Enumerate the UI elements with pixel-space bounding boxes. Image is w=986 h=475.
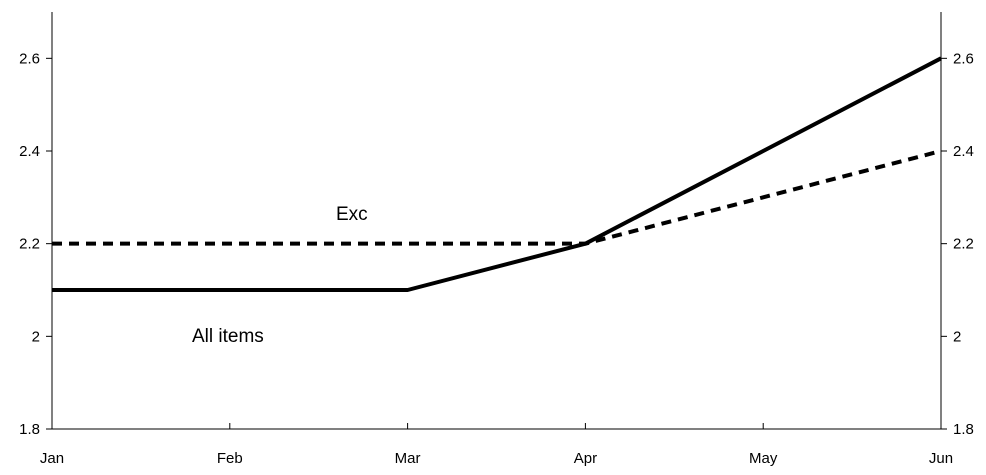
right-y-tick-label: 2.2: [953, 236, 974, 253]
right-y-tick-label: 2: [953, 328, 961, 345]
labels-layer: All items Exc: [192, 204, 368, 347]
x-tick-label: Jan: [40, 450, 64, 467]
axes-layer: [51, 12, 942, 430]
ticks-layer: 1.8 1.8 2 2 2.2 2.2 2.4 2.4 2.6 2.6 Jan Feb Mar Apr Ma…: [19, 50, 974, 467]
x-tick-label: Mar: [395, 450, 421, 467]
x-tick-label: Feb: [217, 450, 243, 467]
left-y-tick-label: 2.4: [19, 143, 40, 160]
series-label-all-items: All items: [192, 326, 264, 347]
series-label-exc: Exc: [336, 204, 368, 225]
left-y-tick-label: 1.8: [19, 421, 40, 438]
right-y-tick-label: 1.8: [953, 421, 974, 438]
right-y-tick-label: 2.4: [953, 143, 974, 160]
left-y-tick-label: 2.6: [19, 50, 40, 67]
left-y-tick-label: 2.2: [19, 236, 40, 253]
right-y-tick-label: 2.6: [953, 50, 974, 67]
x-tick-label: Apr: [574, 450, 597, 467]
series-line-all-items: [52, 56, 942, 292]
series-layer: [52, 56, 942, 292]
left-y-tick-label: 2: [32, 328, 40, 345]
x-tick-label: May: [749, 450, 778, 467]
series-line-exc: [52, 149, 942, 246]
x-tick-label: Jun: [929, 450, 953, 467]
